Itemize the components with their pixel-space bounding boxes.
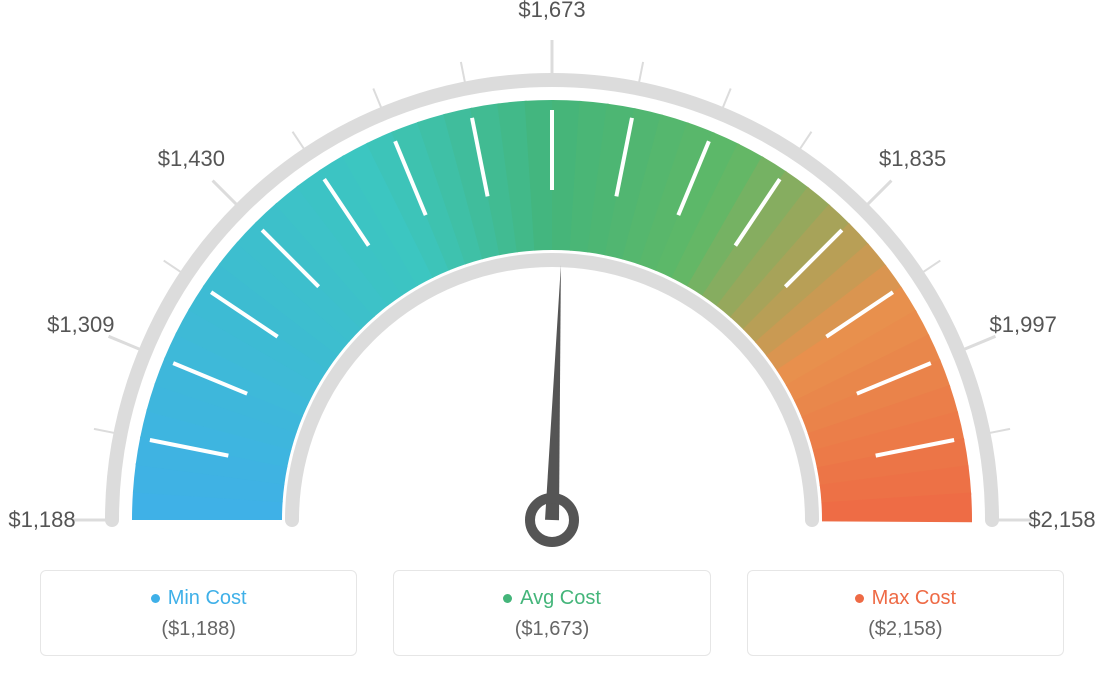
legend-value-min: ($1,188) (53, 618, 344, 641)
legend-card-avg: Avg Cost ($1,673) (393, 570, 710, 656)
legend-value-max: ($2,158) (760, 618, 1051, 641)
legend-value-avg: ($1,673) (406, 618, 697, 641)
gauge-tick-label: $1,188 (8, 507, 75, 533)
dot-icon (855, 594, 864, 603)
legend-label-text: Max Cost (872, 587, 956, 610)
gauge-tick-label: $1,997 (990, 312, 1057, 338)
legend-card-max: Max Cost ($2,158) (747, 570, 1064, 656)
legend-row: Min Cost ($1,188) Avg Cost ($1,673) Max … (0, 570, 1104, 656)
legend-card-min: Min Cost ($1,188) (40, 570, 357, 656)
legend-label-max: Max Cost (760, 587, 1051, 610)
dot-icon (151, 594, 160, 603)
legend-label-avg: Avg Cost (406, 587, 697, 610)
gauge-chart: $1,188 $1,309 $1,430 $1,673 $1,835 $1,997 $2,1… (0, 0, 1104, 560)
legend-label-text: Min Cost (168, 587, 247, 610)
gauge-tick-label: $1,430 (158, 146, 225, 172)
gauge-svg (0, 0, 1104, 560)
legend-label-text: Avg Cost (520, 587, 601, 610)
gauge-tick-label: $1,673 (518, 0, 585, 23)
gauge-tick-label: $1,309 (47, 312, 114, 338)
dot-icon (503, 594, 512, 603)
gauge-tick-label: $2,158 (1028, 507, 1095, 533)
legend-label-min: Min Cost (53, 587, 344, 610)
gauge-tick-label: $1,835 (879, 146, 946, 172)
